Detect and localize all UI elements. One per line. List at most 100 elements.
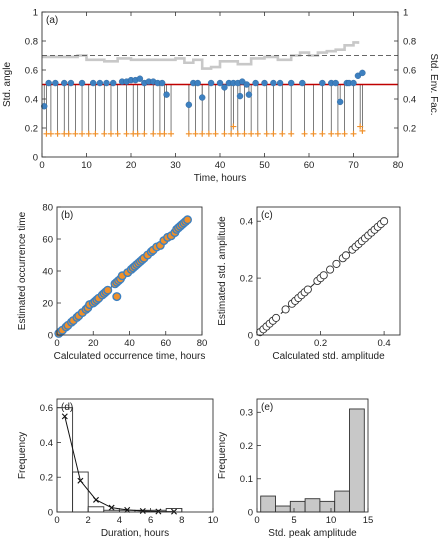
fit-point-x: [61, 413, 68, 420]
data-point-plus: [263, 130, 270, 137]
histogram-bar: [334, 490, 350, 513]
data-point-plus: [134, 130, 141, 137]
data-point-plus: [161, 130, 168, 137]
data-point-plus: [254, 130, 261, 137]
scatter-point: [112, 292, 122, 302]
y-tick-label: 0.6: [25, 65, 38, 76]
scatter-point: [303, 285, 312, 294]
data-point-plus: [248, 130, 255, 137]
x-axis-label: Calculated occurrence time, hours: [54, 351, 206, 362]
y-axis-label: Estimated std. amplitude: [217, 216, 228, 326]
fit-point-x: [77, 477, 84, 484]
histogram-bar: [275, 505, 291, 513]
y-tick-label: 0: [248, 507, 253, 518]
scatter-point: [272, 313, 281, 322]
data-point-circle: [67, 79, 75, 87]
data-point-plus: [92, 130, 99, 137]
data-point-circle: [96, 79, 104, 87]
y-tick-label: 40: [42, 266, 53, 277]
data-point-plus: [334, 130, 341, 137]
data-point-plus: [228, 130, 235, 137]
y-axis-label: Frequency: [17, 432, 28, 479]
x-tick-label: 20: [126, 160, 137, 171]
envelope-series: [42, 41, 360, 70]
x-tick-label: 0: [254, 338, 259, 349]
data-point-plus: [150, 130, 157, 137]
histogram-bar: [260, 495, 276, 513]
y-right-tick-label: 0.8: [403, 36, 416, 47]
data-point-circle: [185, 101, 193, 109]
scatter-point: [281, 305, 290, 314]
y-axis-label: Std. angle: [2, 62, 13, 107]
x-tick-label: 4: [117, 515, 122, 526]
fit-point-x: [139, 507, 146, 514]
data-point-plus: [114, 130, 121, 137]
x-tick-label: 0: [254, 515, 259, 526]
data-point-circle: [359, 69, 366, 77]
data-point-plus: [241, 130, 248, 137]
x-tick-label: 20: [88, 338, 99, 349]
x-tick-label: 8: [179, 515, 184, 526]
data-point-plus: [168, 130, 175, 137]
data-point-plus: [199, 130, 206, 137]
scatter-point: [182, 215, 192, 225]
y-axis-label: Frequency: [217, 432, 228, 479]
y-tick-label: 0.4: [25, 94, 38, 105]
x-axis-label: Time, hours: [194, 173, 246, 184]
histogram-bar: [72, 471, 89, 513]
data-point-plus: [205, 130, 212, 137]
data-point-plus: [123, 130, 130, 137]
y-axis-label: Estimated occurrence time: [17, 211, 28, 330]
panel-label: (a): [46, 15, 58, 26]
y-tick-label: 1: [33, 7, 38, 18]
y-tick-label: 20: [42, 298, 53, 309]
y-tick-label: 60: [42, 234, 53, 245]
data-point-circle: [207, 79, 215, 87]
panel-label: (d): [61, 402, 73, 413]
histogram-bar: [349, 408, 365, 513]
scatter-point: [326, 265, 335, 274]
plot-frame: [256, 398, 369, 513]
data-point-circle: [109, 79, 117, 87]
data-point-plus: [357, 123, 364, 130]
data-point-circle: [136, 75, 144, 82]
data-point-plus: [185, 130, 192, 137]
data-point-circle: [276, 79, 284, 87]
scatter-point: [319, 271, 328, 280]
panel-b: 0 20 40 60 80 0 20 40 60 80 Calculated occurrence …: [17, 202, 207, 362]
x-tick-label: 0.2: [314, 338, 327, 349]
data-point-circle: [252, 79, 259, 87]
x-tick-label: 2: [86, 515, 91, 526]
data-point-plus: [310, 130, 317, 137]
data-point-circle: [350, 79, 357, 87]
data-point-plus: [301, 130, 308, 137]
x-tick-label: 80: [393, 160, 404, 171]
x-tick-label: 50: [259, 160, 270, 171]
y-tick-label: 0.3: [240, 408, 253, 419]
fit-point-x: [155, 508, 162, 515]
data-point-circle: [354, 72, 362, 80]
y-tick-label: 0.8: [25, 36, 38, 47]
x-tick-label: 10: [208, 515, 219, 526]
x-tick-label: 5: [291, 515, 296, 526]
data-point-plus: [359, 127, 366, 134]
y-tick-label: 80: [42, 202, 53, 213]
x-axis-label: Std. peak amplitude: [268, 528, 357, 539]
x-tick-label: 40: [215, 160, 226, 171]
data-point-plus: [79, 130, 86, 137]
data-point-plus: [288, 130, 295, 137]
data-point-circle: [216, 79, 224, 87]
fit-point-x: [108, 504, 115, 511]
y-tick-label: 0.4: [240, 217, 253, 228]
y-right-tick-label: 0.6: [403, 65, 416, 76]
y-tick-label: 0.2: [240, 273, 253, 284]
x-axis-label: Calculated std. amplitude: [272, 351, 385, 362]
y-tick-label: 0.2: [25, 123, 38, 134]
data-point-circle: [78, 79, 86, 87]
data-point-circle: [103, 79, 110, 87]
x-axis-label: Duration, hours: [101, 528, 169, 539]
x-tick-label: 70: [348, 160, 359, 171]
y-tick-label: 0.4: [40, 438, 53, 449]
data-point-plus: [107, 130, 114, 137]
data-point-plus: [341, 130, 348, 137]
